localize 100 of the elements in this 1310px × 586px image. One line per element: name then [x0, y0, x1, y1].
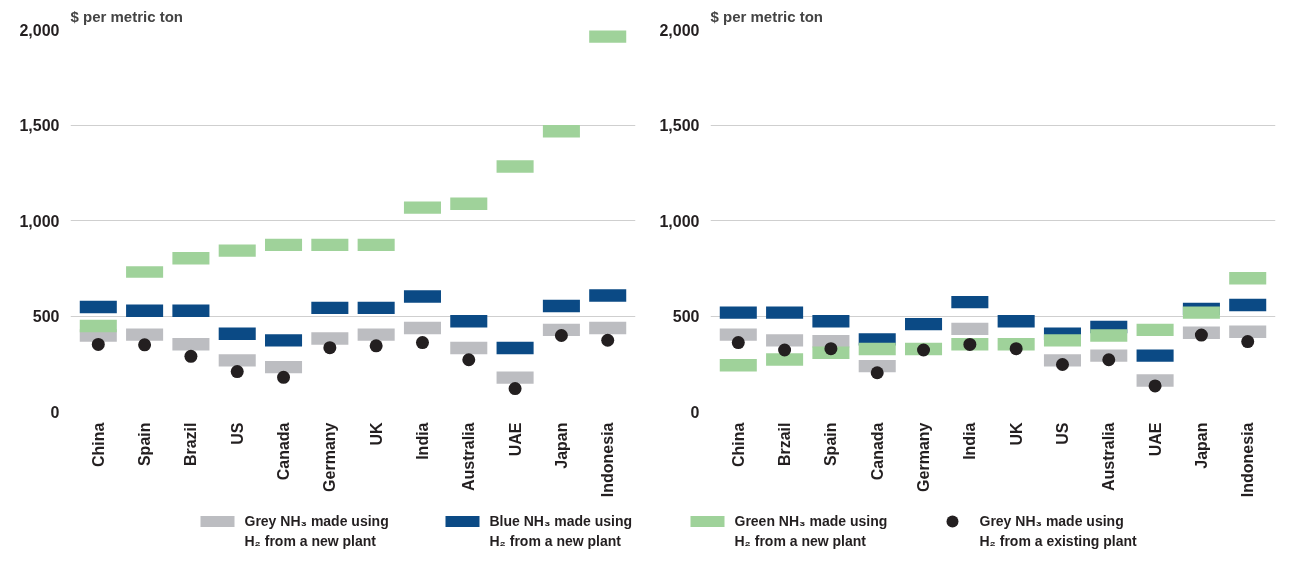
- point: [1194, 328, 1208, 342]
- bar: [997, 315, 1035, 328]
- bar: [766, 334, 804, 347]
- point: [917, 343, 931, 357]
- y-tick-label: 2,000: [19, 21, 60, 39]
- y-tick-label: 500: [32, 308, 60, 325]
- point: [554, 328, 568, 342]
- y-tick-label: 2,000: [659, 21, 700, 39]
- bar: [1182, 306, 1220, 319]
- bar: [905, 317, 943, 331]
- bar: [126, 304, 164, 317]
- bar: [172, 337, 210, 351]
- y-tick-label: 1,000: [19, 212, 60, 230]
- bar: [766, 353, 804, 366]
- y-axis-title: $ per metric ton: [710, 7, 824, 25]
- point: [508, 382, 522, 396]
- y-tick-label: 1,500: [659, 117, 700, 134]
- bar: [719, 358, 757, 372]
- legend-label: Grey NH₃ made using H₂ from a new plant: [244, 512, 389, 550]
- x-tick-label: UK: [367, 422, 385, 446]
- x-tick-label: China: [729, 422, 747, 467]
- point: [1102, 353, 1116, 367]
- bar: [589, 289, 627, 302]
- bar: [812, 315, 850, 328]
- x-tick-label: Brzail: [776, 422, 794, 467]
- bar: [79, 319, 117, 333]
- bar: [172, 304, 210, 317]
- x-tick-label: Canada: [275, 422, 293, 481]
- bar: [357, 301, 395, 315]
- bar: [766, 306, 804, 319]
- bar: [1136, 349, 1174, 362]
- bar: [951, 295, 989, 309]
- point: [415, 336, 429, 350]
- bar: [1043, 334, 1081, 347]
- point: [277, 370, 291, 384]
- point: [230, 365, 244, 379]
- bar: [858, 342, 896, 356]
- bar: [542, 125, 580, 138]
- bar: [126, 266, 164, 278]
- x-tick-label: US: [228, 422, 246, 445]
- x-tick-label: India: [413, 422, 431, 460]
- bar: [265, 238, 303, 252]
- x-tick-label: Japan: [1192, 422, 1210, 469]
- bar: [218, 327, 256, 340]
- x-tick-label: Australia: [1100, 422, 1118, 491]
- x-tick-label: UAE: [1146, 422, 1164, 457]
- point: [91, 337, 105, 351]
- bar: [265, 360, 303, 374]
- legend-label: Blue NH₃ made using H₂ from a new plant: [489, 512, 633, 550]
- x-tick-label: Brazil: [182, 422, 200, 467]
- y-axis-title: $ per metric ton: [70, 7, 184, 25]
- y-tick-label: 1,500: [19, 117, 60, 134]
- bar: [79, 300, 117, 314]
- x-tick-label: UAE: [506, 422, 524, 457]
- bar: [1229, 298, 1267, 312]
- bar: [542, 299, 580, 313]
- x-tick-label: Spain: [822, 422, 840, 467]
- y-tick-label: 500: [672, 308, 700, 325]
- point: [138, 338, 152, 352]
- bar: [450, 197, 488, 210]
- point: [184, 349, 198, 363]
- x-tick-label: Indonesia: [599, 422, 617, 498]
- point: [963, 337, 977, 351]
- bar: [589, 321, 627, 335]
- bar: [719, 328, 757, 341]
- legend-label: Green NH₃ made using H₂ from a new plant: [734, 512, 888, 550]
- x-tick-label: US: [1053, 422, 1071, 445]
- x-tick-label: China: [89, 422, 107, 467]
- bar: [357, 328, 395, 341]
- x-tick-label: Australia: [460, 422, 478, 491]
- bar: [311, 332, 349, 345]
- bar: [496, 341, 534, 355]
- point: [1241, 335, 1255, 349]
- bar: [218, 354, 256, 367]
- point: [369, 339, 383, 353]
- bar: [1229, 325, 1267, 338]
- bar: [311, 301, 349, 315]
- bar: [357, 238, 395, 252]
- bar: [172, 252, 210, 265]
- x-tick-label: Spain: [136, 422, 154, 467]
- x-tick-label: Canada: [868, 422, 886, 481]
- bar: [265, 334, 303, 347]
- bar: [218, 244, 256, 257]
- bar: [719, 306, 757, 319]
- point: [824, 342, 838, 356]
- x-tick-label: UK: [1007, 422, 1025, 446]
- point: [323, 341, 337, 355]
- point: [1055, 358, 1069, 371]
- point: [731, 336, 745, 350]
- y-tick-label: 0: [690, 403, 700, 421]
- legend-label: Grey NH₃ made using H₂ from a existing plant: [979, 512, 1137, 550]
- x-tick-label: India: [961, 422, 979, 460]
- bar: [1090, 329, 1128, 342]
- point: [1009, 342, 1023, 356]
- bar: [589, 30, 627, 43]
- bar: [126, 328, 164, 341]
- bar: [496, 371, 534, 384]
- bar: [403, 290, 441, 303]
- bar: [1229, 272, 1267, 285]
- point: [462, 353, 476, 367]
